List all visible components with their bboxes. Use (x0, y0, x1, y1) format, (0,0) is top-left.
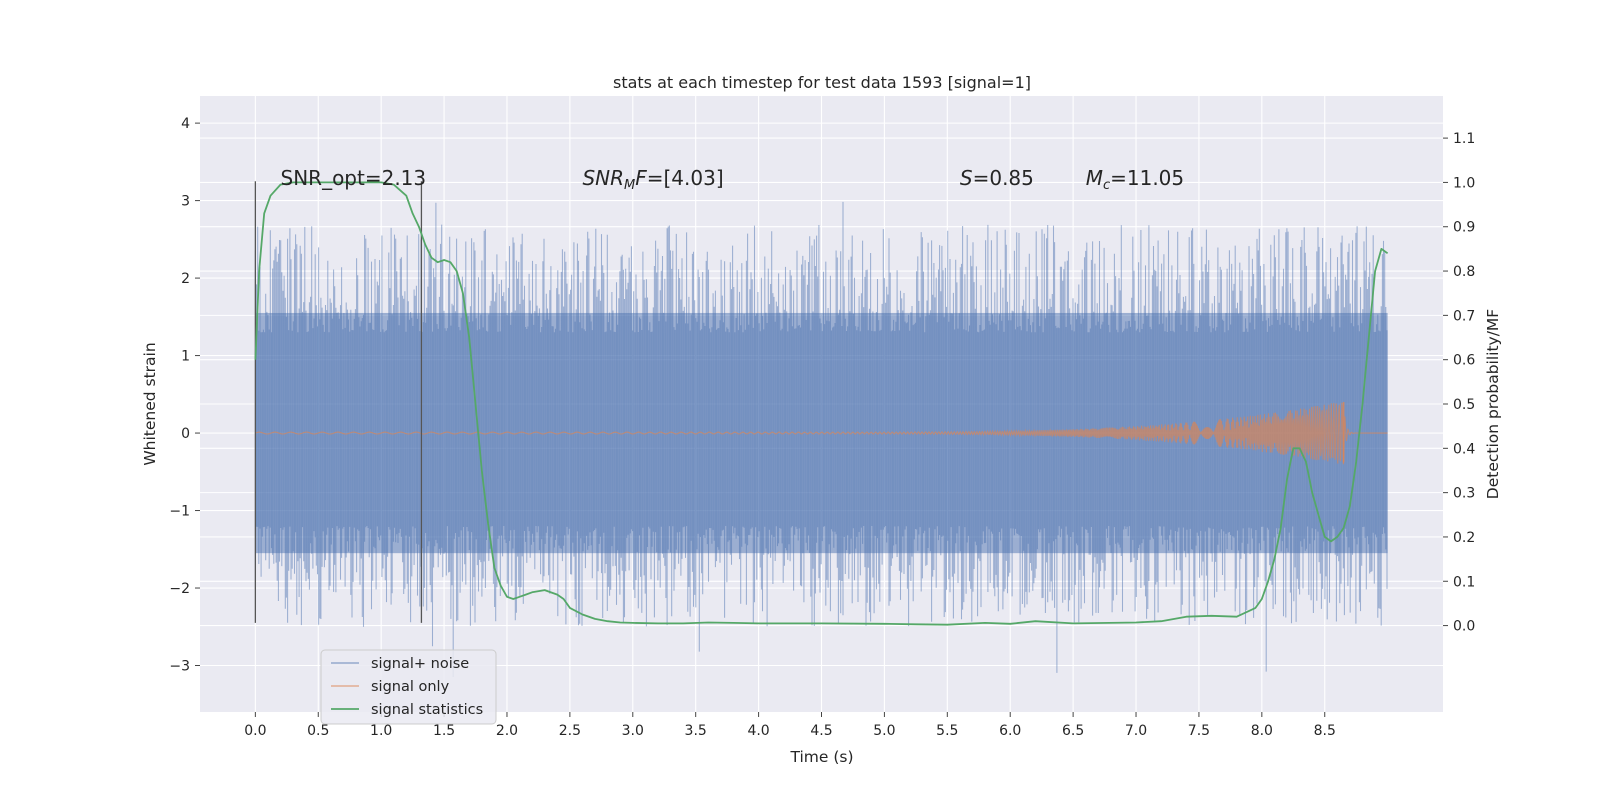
x-tick-label: 0.0 (244, 723, 266, 739)
vertical-markers (254, 181, 423, 623)
y-right-tick-label: 0.9 (1453, 220, 1475, 236)
y-left-tick-label: −1 (169, 504, 190, 520)
legend-label-signal: signal only (371, 679, 450, 695)
y-left-tick-label: −2 (169, 581, 190, 597)
y-left-tick-label: −3 (169, 659, 190, 675)
x-tick-label: 3.0 (622, 723, 644, 739)
signal-statistics-line (254, 181, 1389, 626)
x-tick-label: 3.5 (685, 723, 707, 739)
legend-box (320, 649, 497, 725)
legend-label-stat: signal statistics (371, 702, 483, 718)
x-tick-label: 8.5 (1314, 723, 1336, 739)
y-right-tick-label: 0.8 (1453, 264, 1475, 280)
x-tick-label: 1.0 (370, 723, 392, 739)
signal-only-line (255, 402, 1388, 465)
annotations: SNR_opt=2.13 SNRMF=[4.03] S=0.85 Mc=11.05 (281, 166, 1185, 193)
x-tick-label: 7.5 (1188, 723, 1210, 739)
y-right-tick-label: 0.2 (1453, 530, 1475, 546)
x-tick-label: 2.0 (496, 723, 518, 739)
y-axis-label-left: Whitened strain (141, 342, 159, 465)
annotation: SNR_opt=2.13 (281, 166, 427, 190)
annotation: Mc=11.05 (1086, 166, 1184, 193)
y-right-tick-label: 0.3 (1453, 486, 1475, 502)
x-tick-label: 7.0 (1125, 723, 1147, 739)
x-tick-label: 4.0 (747, 723, 769, 739)
y-left-tick-label: 2 (181, 271, 190, 287)
signal-statistics-series (254, 181, 1389, 626)
y-right-tick-label: 0.4 (1453, 441, 1475, 457)
y-left-tick-label: 0 (181, 426, 190, 442)
x-tick-label: 8.0 (1251, 723, 1273, 739)
y-right-tick-label: 0.5 (1453, 397, 1475, 413)
y-left-tick-label: 3 (181, 194, 190, 210)
chart-title: stats at each timestep for test data 159… (613, 73, 1031, 92)
y-right-tick-label: 1.0 (1453, 175, 1475, 191)
legend-label-noise: signal+ noise (371, 656, 469, 672)
x-tick-label: 5.5 (936, 723, 958, 739)
y-right-tick-label: 0.1 (1453, 574, 1475, 590)
x-tick-label: 4.5 (810, 723, 832, 739)
x-tick-label: 2.5 (559, 723, 581, 739)
annotation: S=0.85 (960, 166, 1034, 190)
y-right-tick-label: 0.0 (1453, 619, 1475, 635)
y-right-tick-label: 0.7 (1453, 308, 1475, 324)
x-tick-label: 6.0 (999, 723, 1021, 739)
y-left-tick-label: 4 (181, 116, 190, 132)
y-axis-label-right: Detection probability/MF (1484, 309, 1502, 500)
y-left-tick-label: 1 (181, 349, 190, 365)
signal-only-series (255, 402, 1388, 465)
y-right-tick-label: 1.1 (1453, 131, 1475, 147)
x-tick-label: 6.5 (1062, 723, 1084, 739)
annotation: SNRMF=[4.03] (582, 166, 723, 193)
y-right-tick-label: 0.6 (1453, 353, 1475, 369)
legend: signal+ noise signal only signal statist… (320, 649, 497, 725)
x-tick-label: 0.5 (307, 723, 329, 739)
x-tick-label: 1.5 (433, 723, 455, 739)
x-tick-label: 5.0 (873, 723, 895, 739)
ticks: 0.0 0.5 1.0 1.5 2.0 2.5 3.0 3.5 4.0 4.5 5.0 5.5 6.0 6… (169, 116, 1475, 739)
x-axis-label: Time (s) (789, 748, 853, 766)
